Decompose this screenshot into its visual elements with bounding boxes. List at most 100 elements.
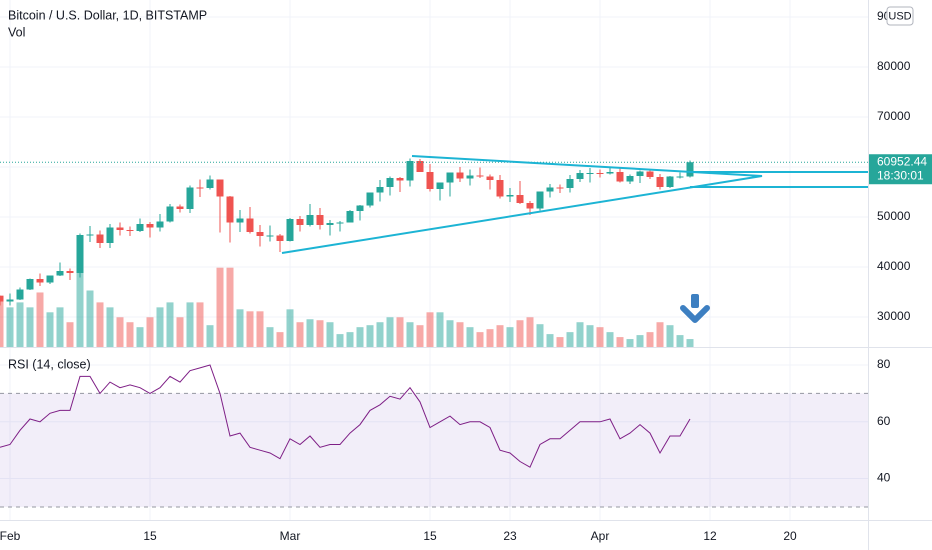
volume [0, 267, 694, 347]
volume-bar [656, 322, 664, 347]
volume-bar [136, 327, 144, 347]
candle-body [466, 175, 474, 179]
candle-body [296, 219, 304, 225]
volume-bar [546, 334, 554, 347]
candle-body [76, 235, 84, 273]
volume-bar [346, 332, 354, 347]
volume-bar [166, 302, 174, 347]
volume-bar [496, 325, 504, 347]
candle-body [36, 279, 44, 283]
candle-body [666, 176, 674, 187]
volume-bar [6, 307, 14, 347]
volume-bar [56, 307, 64, 347]
currency-badge [886, 6, 914, 26]
candle-body [366, 192, 374, 206]
grid [0, 0, 868, 520]
volume-bar [216, 267, 224, 347]
volume-bar [486, 329, 494, 347]
volume-bar [236, 309, 244, 347]
last-price: 60952.44 [877, 154, 927, 168]
candle-body [56, 271, 64, 276]
candle-body [186, 187, 194, 209]
candle-body [246, 218, 254, 232]
candle-body [236, 218, 244, 223]
volume-bar [626, 339, 634, 347]
candle-body [286, 219, 294, 241]
candle-body [506, 195, 514, 197]
volume-bar [76, 272, 84, 347]
volume-bar [606, 332, 614, 347]
volume-bar [666, 325, 674, 347]
volume-bar [316, 320, 324, 347]
candle-body [226, 196, 234, 223]
volume-bar [436, 312, 444, 347]
volume-bar [636, 335, 644, 347]
volume-bar [286, 309, 294, 347]
candle-body [526, 203, 534, 209]
volume-bar [356, 327, 364, 347]
volume-bar [466, 327, 474, 347]
candle-body [66, 271, 74, 273]
candle-body [276, 235, 284, 241]
candle-body [656, 177, 664, 187]
candle-body [376, 187, 384, 193]
volume-bar [396, 317, 404, 347]
rsi [0, 364, 868, 508]
rsi-band [0, 393, 868, 507]
y-tick-label: 40000 [877, 259, 911, 273]
volume-bar [156, 307, 164, 347]
candle-body [306, 215, 314, 225]
candle-body [206, 179, 214, 188]
candle-body [616, 172, 624, 182]
candle-body [516, 195, 524, 203]
volume-bar [376, 322, 384, 347]
rsi-line [0, 364, 691, 468]
candle-body [486, 176, 494, 180]
candle-body [606, 172, 614, 174]
candle-body [436, 182, 444, 189]
candle-body [256, 232, 264, 236]
rsi-label: RSI (14, close) [8, 357, 91, 371]
countdown: 18:30:01 [877, 168, 924, 182]
candles [0, 158, 868, 306]
candle-body [536, 191, 544, 209]
candle-body [126, 230, 134, 231]
candle-body [586, 173, 594, 174]
volume-bar [586, 325, 594, 347]
volume-bar [86, 290, 94, 347]
x-tick-label: Apr [591, 529, 610, 543]
volume-bar [186, 302, 194, 347]
candle-body [196, 187, 204, 189]
candle-body [16, 289, 24, 300]
volume-bar [556, 337, 564, 347]
candle-body [146, 224, 154, 228]
volume-bar [426, 312, 434, 347]
candle-body [266, 235, 274, 237]
candle-body [576, 173, 584, 179]
volume-bar [566, 332, 574, 347]
candle-body [496, 180, 504, 197]
volume-bar [36, 292, 44, 347]
volume-bar [106, 307, 114, 347]
x-tick-label: Feb [0, 529, 21, 543]
volume-bar [516, 320, 524, 347]
candle-body [676, 176, 684, 178]
volume-bar [386, 317, 394, 347]
candle-body [136, 224, 144, 231]
volume-bar [676, 335, 684, 347]
volume-bar [256, 311, 264, 347]
volume-bar [306, 319, 314, 347]
volume-bar [46, 312, 54, 347]
volume-bar [506, 327, 514, 347]
candle-body [106, 227, 114, 243]
candle-body [626, 176, 634, 182]
chart-title: Bitcoin / U.S. Dollar, 1D, BITSTAMP [8, 8, 207, 22]
x-tick-label: 23 [503, 529, 517, 543]
y-tick-label: 50000 [877, 209, 911, 223]
candle-body [556, 187, 564, 189]
candle-body [416, 161, 424, 172]
candle-body [346, 211, 354, 223]
volume-bar [196, 302, 204, 347]
